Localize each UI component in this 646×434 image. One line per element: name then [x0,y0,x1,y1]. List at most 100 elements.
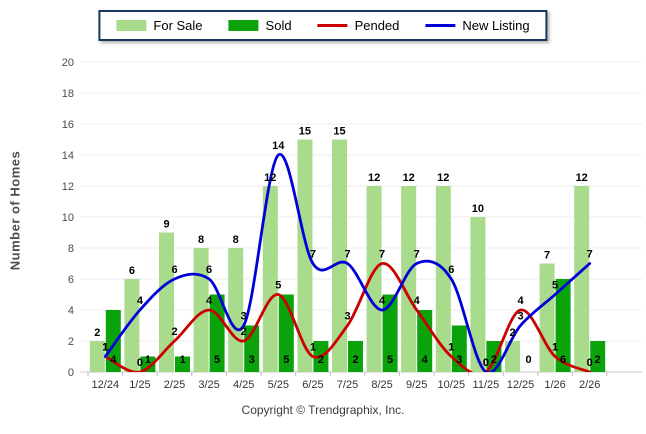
label-new-listing: 6 [171,264,177,276]
x-tick-label: 2/25 [164,379,185,391]
label-pended: 2 [171,326,177,338]
y-tick-label: 18 [62,88,74,100]
label-new-listing: 6 [206,264,212,276]
label-sold: 5 [387,354,393,366]
label-for-sale: 8 [233,234,239,246]
x-tick-label: 8/25 [371,379,392,391]
y-tick-label: 16 [62,119,74,131]
label-for-sale: 12 [368,172,380,184]
label-pended: 0 [137,357,143,369]
label-new-listing: 0 [483,357,489,369]
label-pended: 4 [517,295,524,307]
label-sold: 1 [145,354,151,366]
label-for-sale: 15 [333,126,345,138]
x-tick-label: 2/26 [579,379,600,391]
legend-item-new-listing: New Listing [425,18,530,33]
label-sold: 3 [249,354,255,366]
line-new-listing [103,153,592,372]
y-tick-label: 14 [62,150,74,162]
label-for-sale: 10 [472,203,484,215]
label-sold: 1 [179,354,185,366]
y-tick-label: 8 [68,243,74,255]
copyright-text: Copyright © Trendgraphix, Inc. [241,403,405,417]
label-sold: 2 [318,354,324,366]
label-new-listing: 4 [379,295,386,307]
x-tick-label: 1/25 [129,379,150,391]
label-for-sale: 7 [544,250,550,262]
label-for-sale: 6 [129,265,135,277]
label-sold: 4 [422,354,429,366]
bar-for-sale [89,341,105,372]
label-pended: 5 [275,280,281,292]
swatch-sold [228,20,259,31]
label-new-listing: 6 [448,264,454,276]
label-for-sale: 9 [163,219,169,231]
bar-for-sale [262,186,278,372]
label-sold: 3 [456,354,462,366]
label-for-sale: 12 [403,172,415,184]
y-tick-label: 0 [68,367,74,379]
x-tick-label: 4/25 [233,379,254,391]
label-new-listing: 7 [344,249,350,261]
bar-for-sale [574,186,590,372]
y-tick-label: 20 [62,57,74,69]
bar-for-sale [505,341,520,372]
label-sold: 4 [110,354,117,366]
bar-for-sale [297,139,313,372]
bar-sold [382,294,398,372]
x-tick-label: 12/25 [507,379,535,391]
x-tick-label: 11/25 [473,379,500,391]
label-pended: 4 [414,295,421,307]
legend-item-pended: Pended [317,18,400,33]
legend-label: New Listing [462,18,530,33]
x-tick-label: 12/24 [92,379,120,391]
legend-item-sold: Sold [228,18,292,33]
label-sold: 2 [352,354,358,366]
x-tick-label: 1/26 [544,379,565,391]
bar-sold [140,356,156,372]
label-sold: 5 [283,354,289,366]
bar-sold [175,356,190,372]
label-for-sale: 12 [437,172,449,184]
bar-for-sale [332,139,347,372]
line-swatch-pended [317,24,348,27]
label-pended: 1 [310,342,316,354]
label-for-sale: 2 [94,327,100,339]
bar-for-sale [470,217,486,372]
label-for-sale: 15 [299,126,311,138]
label-for-sale: 12 [576,172,588,184]
label-new-listing: 1 [102,342,108,354]
bar-for-sale [435,186,451,372]
legend-label: Pended [354,18,400,33]
label-sold: 2 [595,354,601,366]
label-pended: 1 [448,342,454,354]
label-for-sale: 12 [264,172,276,184]
bar-for-sale [159,232,174,372]
label-sold: 5 [214,354,220,366]
label-sold: 2 [491,354,497,366]
legend-label: For Sale [153,18,203,33]
x-tick-label: 5/25 [268,379,289,391]
bar-for-sale [401,186,417,372]
label-new-listing: 5 [552,280,558,292]
label-pended: 2 [241,326,247,338]
line-swatch-new-listing [425,24,456,27]
swatch-for-sale [116,20,147,31]
line-pended [103,262,592,372]
legend-item-for-sale: For Sale [116,18,203,33]
label-for-sale: 8 [198,234,204,246]
label-pended: 0 [587,357,593,369]
x-tick-label: 7/25 [337,379,358,391]
bar-for-sale [366,186,382,372]
label-new-listing: 3 [241,311,247,323]
x-tick-label: 3/25 [198,379,219,391]
y-tick-label: 2 [68,336,74,348]
y-tick-label: 12 [62,181,74,193]
label-sold: 0 [525,354,531,366]
x-tick-label: 6/25 [302,379,323,391]
x-tick-label: 10/25 [438,379,466,391]
bar-for-sale [124,279,140,372]
label-pended: 3 [344,311,350,323]
